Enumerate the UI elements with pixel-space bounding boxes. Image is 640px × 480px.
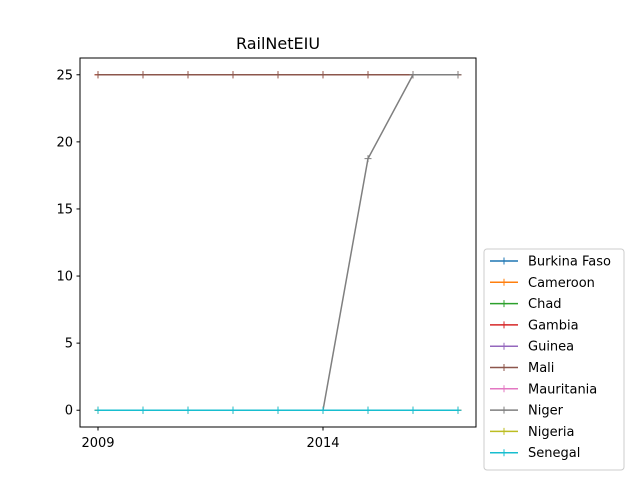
legend-marker-nigeria [500,427,508,435]
data-point-senegal [319,406,327,414]
data-point-mali [274,71,282,79]
chart-title: RailNetEIU [236,34,320,53]
data-point-mali [229,71,237,79]
legend-label-senegal: Senegal [528,446,580,461]
legend: Burkina Faso Cameroon Chad Gambia Guinea Mali… [483,248,625,471]
data-point-niger [409,71,417,79]
legend-label-guinea: Guinea [528,340,574,355]
data-point-senegal [409,406,417,414]
y-tick-label: 0 [65,404,73,419]
legend-marker-guinea [500,342,508,350]
plot-area [94,71,462,414]
y-tick-label: 10 [56,270,73,285]
data-point-niger [364,155,372,163]
legend-label-cameroon: Cameroon [528,276,595,291]
data-point-mali [184,71,192,79]
legend-label-nigeria: Nigeria [528,425,575,440]
data-point-mali [139,71,147,79]
x-tick-label: 2009 [81,436,114,451]
legend-marker-senegal [500,449,508,457]
data-point-senegal [184,406,192,414]
data-point-mali [94,71,102,79]
legend-label-burkina-faso: Burkina Faso [528,255,611,270]
y-tick-label: 20 [56,135,73,150]
data-point-senegal [454,406,462,414]
legend-marker-niger [500,406,508,414]
legend-label-chad: Chad [528,297,562,312]
legend-marker-cameroon [500,278,508,286]
y-axis: 0 5 10 15 20 25 [56,68,80,419]
data-point-mali [364,71,372,79]
legend-marker-mauritania [500,385,508,393]
legend-marker-gambia [500,321,508,329]
data-point-niger [454,71,462,79]
data-point-senegal [94,406,102,414]
axes-frame [79,57,477,428]
data-point-mali [319,71,327,79]
legend-label-gambia: Gambia [528,318,579,333]
x-axis: 2009 2014 [81,427,340,451]
legend-label-mauritania: Mauritania [528,382,597,397]
data-point-senegal [274,406,282,414]
data-point-senegal [229,406,237,414]
data-point-senegal [139,406,147,414]
legend-marker-mali [500,364,508,371]
legend-label-mali: Mali [528,361,554,376]
legend-marker-burkina-faso [500,257,508,265]
legend-marker-chad [500,300,508,308]
y-tick-label: 15 [56,202,73,217]
x-tick-label: 2014 [306,436,339,451]
y-tick-label: 25 [56,68,73,83]
legend-box [483,248,625,471]
legend-label-niger: Niger [528,404,564,419]
data-point-senegal [364,406,372,414]
y-tick-label: 5 [65,337,73,352]
series-line-niger [98,74,458,411]
